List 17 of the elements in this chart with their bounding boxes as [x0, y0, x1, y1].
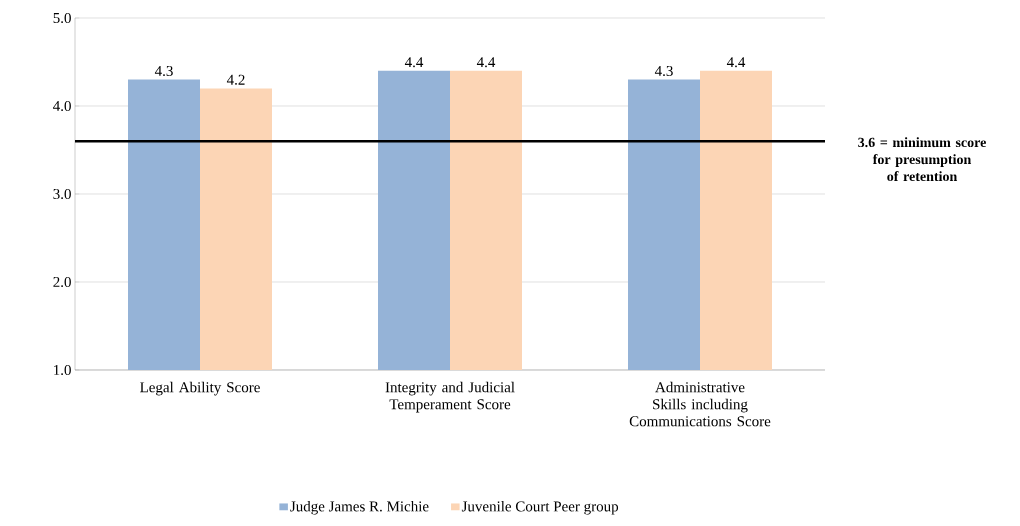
- data-label: 4.4: [726, 57, 746, 68]
- y-tick-label: 1.0: [54, 364, 71, 376]
- legend-label: Juvenile Court Peer group: [461, 500, 619, 515]
- data-label: 4.4: [476, 57, 496, 68]
- x-tick-label: Administrative Skills including Communications Score: [629, 381, 771, 427]
- ref-line-label: 3.6 = minimum score for presumption of retention: [858, 137, 986, 182]
- data-label: 4.3: [654, 65, 673, 77]
- data-label: 4.4: [404, 57, 424, 68]
- data-label: 4.3: [154, 65, 173, 77]
- y-tick-label: 4.0: [53, 100, 71, 112]
- legend-label: Judge James R. Michie: [290, 500, 429, 515]
- y-tick-label: 3.0: [53, 188, 71, 200]
- data-label: 4.2: [226, 74, 245, 85]
- y-tick-label: 2.0: [53, 276, 71, 288]
- x-tick-label: Legal Ability Score: [140, 381, 260, 396]
- x-tick-label: Integrity and Judicial Temperament Score: [385, 381, 515, 413]
- y-tick-label: 5.0: [53, 12, 71, 24]
